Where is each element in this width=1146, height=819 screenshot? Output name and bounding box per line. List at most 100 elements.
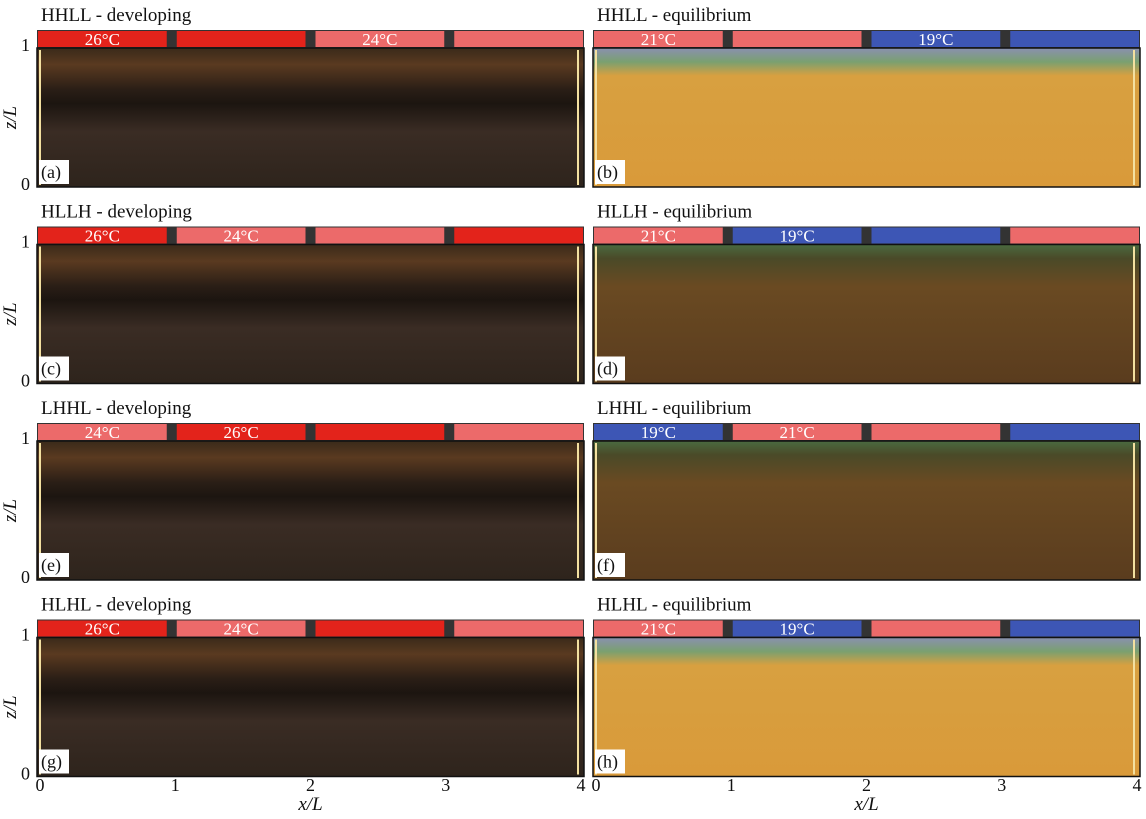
panel: HLHL - developing 26°C 24°C (g) 1 0 z/L xyxy=(0,595,585,784)
segment-label: 24°C xyxy=(85,423,120,442)
bar-frame xyxy=(593,226,1140,245)
panel-letter: (g) xyxy=(41,752,62,773)
flow-image xyxy=(592,636,1141,778)
letter-box xyxy=(595,160,625,184)
temperature-segment xyxy=(1010,227,1139,244)
x-tick-label: 0 xyxy=(36,775,45,795)
temperature-segment xyxy=(871,620,1001,637)
panel: HHLL - equilibrium 21°C 19°C (b) xyxy=(592,5,1141,188)
temperature-segment xyxy=(38,620,167,637)
temperature-segment xyxy=(871,227,1001,244)
segment-label: 24°C xyxy=(224,620,259,639)
letter-box xyxy=(39,553,69,577)
y-tick-label: 0 xyxy=(21,764,30,784)
y-tick-label: 1 xyxy=(21,625,30,645)
segment-label: 26°C xyxy=(85,620,120,639)
temperature-segment xyxy=(732,424,862,440)
panel-letter: (a) xyxy=(41,162,61,183)
x-tick-label: 0 xyxy=(592,775,601,795)
y-tick-label: 0 xyxy=(21,174,30,194)
bar-frame xyxy=(37,423,584,441)
segment-label: 19°C xyxy=(780,227,815,246)
segment-label: 26°C xyxy=(85,30,120,49)
temperature-segment xyxy=(732,620,862,637)
panel: HHLL - developing 26°C 24°C (a) 1 0 z/L xyxy=(0,5,585,194)
temperature-segment xyxy=(176,31,306,47)
letter-box xyxy=(595,356,625,381)
panel-title: LHHL - equilibrium xyxy=(597,398,752,419)
temperature-segment xyxy=(176,424,306,440)
panel: HLHL - equilibrium 21°C 19°C (h) xyxy=(592,595,1141,778)
temperature-segment xyxy=(315,31,445,47)
panel: HLLH - developing 26°C 24°C (c) 1 0 z/L xyxy=(0,202,585,391)
temperature-segment xyxy=(1010,424,1139,440)
segment-label: 26°C xyxy=(224,423,259,442)
x-tick-label: 4 xyxy=(1133,775,1142,795)
temperature-segment xyxy=(315,424,445,440)
temperature-segment xyxy=(454,620,583,637)
temperature-segment xyxy=(871,424,1001,440)
panel-letter: (e) xyxy=(41,555,61,576)
y-axis-label: z/L xyxy=(0,302,21,326)
flow-image xyxy=(592,440,1141,581)
temperature-segment xyxy=(38,424,167,440)
segment-label: 24°C xyxy=(362,30,397,49)
panel: LHHL - developing 24°C 26°C (e) 1 0 z/L xyxy=(0,398,585,587)
panel-letter: (h) xyxy=(597,752,618,773)
panel-letter: (d) xyxy=(597,359,618,380)
panel: LHHL - equilibrium 19°C 21°C (f) xyxy=(592,398,1141,581)
segment-label: 19°C xyxy=(918,30,953,49)
segment-label: 21°C xyxy=(780,423,815,442)
temperature-segment xyxy=(454,227,583,244)
y-axis-label: z/L xyxy=(0,695,21,719)
panel-title: HLHL - developing xyxy=(41,595,192,616)
panel: HLLH - equilibrium 21°C 19°C (d) xyxy=(592,202,1141,385)
bar-frame xyxy=(593,423,1140,441)
y-tick-label: 1 xyxy=(21,428,30,448)
flow-image xyxy=(592,243,1141,385)
x-tick-label: 2 xyxy=(862,775,871,795)
flow-image xyxy=(592,47,1141,188)
panel-letter: (b) xyxy=(597,162,618,183)
panel-title: LHHL - developing xyxy=(41,398,192,419)
y-axis-label: z/L xyxy=(0,499,21,523)
x-tick-label: 1 xyxy=(727,775,736,795)
letter-box xyxy=(595,553,625,577)
bar-frame xyxy=(593,619,1140,638)
segment-label: 21°C xyxy=(641,227,676,246)
bar-frame xyxy=(37,30,584,48)
temperature-segment xyxy=(732,227,862,244)
flow-image xyxy=(36,440,585,581)
temperature-segment xyxy=(315,620,445,637)
segment-label: 19°C xyxy=(780,620,815,639)
x-tick-label: 3 xyxy=(997,775,1006,795)
bar-frame xyxy=(593,30,1140,48)
segment-label: 21°C xyxy=(641,30,676,49)
x-axis-label: x/L xyxy=(297,794,322,814)
temperature-segment xyxy=(176,620,306,637)
temperature-segment xyxy=(594,227,723,244)
panel-title: HLLH - equilibrium xyxy=(597,202,752,223)
x-tick-label: 4 xyxy=(577,775,586,795)
temperature-segment xyxy=(871,31,1001,47)
temperature-segment xyxy=(594,424,723,440)
flow-image xyxy=(36,47,585,188)
temperature-segment xyxy=(1010,620,1139,637)
letter-box xyxy=(39,160,69,184)
x-tick-label: 2 xyxy=(306,775,315,795)
segment-label: 21°C xyxy=(641,620,676,639)
temperature-segment xyxy=(38,31,167,47)
y-tick-label: 0 xyxy=(21,371,30,391)
temperature-segment xyxy=(176,227,306,244)
x-axis-label: x/L xyxy=(853,794,878,814)
panel-letter: (f) xyxy=(597,555,615,576)
temperature-segment xyxy=(594,31,723,47)
temperature-segment xyxy=(38,227,167,244)
panel-title: HLHL - equilibrium xyxy=(597,595,752,616)
temperature-segment xyxy=(1010,31,1139,47)
flow-image xyxy=(36,636,585,778)
letter-box xyxy=(595,749,625,774)
y-tick-label: 1 xyxy=(21,232,30,252)
panel-title: HLLH - developing xyxy=(41,202,192,223)
